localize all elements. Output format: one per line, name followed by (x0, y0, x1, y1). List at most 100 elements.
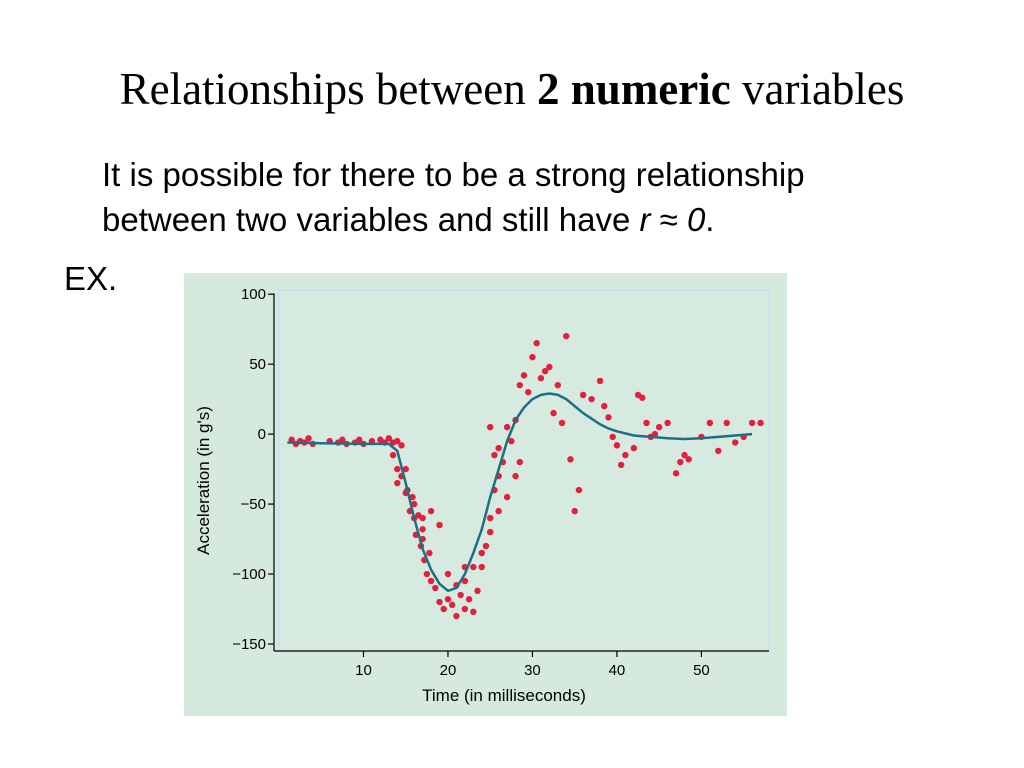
data-point (554, 381, 561, 389)
y-tick-label: −150 (232, 636, 266, 653)
data-point (426, 549, 433, 557)
data-point (503, 493, 511, 501)
data-point (533, 339, 540, 347)
bullet-text: It is possible for there to be a strong … (94, 152, 982, 242)
y-tick-label: 50 (249, 356, 266, 373)
data-point (537, 374, 545, 382)
data-point (596, 377, 604, 385)
data-point (672, 470, 680, 477)
data-point (356, 436, 363, 443)
data-point (305, 435, 312, 442)
data-point (482, 542, 490, 550)
data-point (487, 514, 494, 522)
plot-area (278, 289, 770, 652)
data-point (478, 563, 485, 571)
data-point (588, 395, 595, 403)
data-point (609, 433, 616, 441)
data-point (558, 419, 566, 427)
data-point (601, 402, 608, 410)
data-point (495, 507, 502, 515)
data-point (394, 479, 401, 487)
data-point (508, 437, 515, 445)
x-tick-label: 40 (609, 662, 626, 679)
data-point (541, 367, 549, 375)
data-point (630, 444, 638, 452)
data-point (546, 363, 553, 371)
data-point (436, 521, 443, 529)
bullet-line-2-text: between two variables and still have (102, 201, 640, 238)
x-axis-label: Time (in milliseconds) (422, 686, 586, 705)
data-point (457, 591, 464, 599)
bullet-approx: ≈ (650, 201, 687, 238)
data-point (605, 414, 612, 421)
data-point (520, 372, 528, 379)
bullet-end: . (705, 201, 715, 238)
data-point (461, 577, 469, 585)
chart-figure: 100 50 0 −50 −100 −150 10 20 30 40 50 Time (in mill… (184, 273, 787, 716)
scatter-chart: 100 50 0 −50 −100 −150 10 20 30 40 50 Time (in mill… (194, 286, 770, 705)
bullet-line-1: It is possible for there to be a strong … (102, 156, 805, 193)
data-point (487, 528, 494, 536)
data-point (516, 458, 523, 466)
data-point (394, 437, 401, 445)
data-point (398, 442, 405, 449)
data-point (643, 419, 650, 427)
data-point (732, 439, 739, 446)
data-point (402, 465, 409, 473)
data-point (487, 423, 494, 431)
data-point (550, 409, 557, 417)
data-point (622, 451, 629, 459)
data-point (723, 419, 730, 427)
data-point (474, 587, 481, 595)
trend-curve (287, 392, 753, 593)
data-point (470, 608, 477, 616)
data-point (440, 605, 447, 613)
data-point (432, 584, 439, 592)
example-label: EX. (64, 260, 118, 297)
y-tick-label: 0 (258, 426, 266, 443)
data-point (495, 444, 502, 452)
y-tick-label: −50 (241, 496, 266, 513)
data-point (385, 435, 393, 442)
data-point (613, 442, 621, 449)
data-point (563, 332, 570, 340)
x-tick-label: 10 (355, 662, 372, 679)
data-point (461, 605, 469, 613)
y-tick-label: −100 (232, 566, 266, 583)
data-point (419, 526, 426, 533)
data-point (617, 461, 625, 469)
data-point (516, 381, 523, 389)
data-point (427, 507, 435, 515)
data-point (529, 353, 536, 361)
data-point (757, 419, 764, 427)
data-point (423, 570, 431, 578)
bullet-zero: 0 (686, 201, 706, 238)
data-point (639, 394, 646, 401)
x-tick-label: 30 (524, 662, 541, 679)
data-point (491, 451, 498, 459)
data-point (575, 486, 583, 494)
data-point (681, 451, 688, 459)
data-point (470, 563, 477, 571)
data-point (655, 423, 663, 431)
data-point (448, 601, 456, 609)
data-point (748, 419, 756, 427)
bullet-r-symbol: r (639, 201, 651, 238)
data-point (706, 419, 714, 427)
data-point (567, 456, 574, 463)
data-point (525, 388, 532, 396)
data-point (339, 436, 346, 443)
data-point (465, 596, 473, 603)
data-point (664, 419, 671, 427)
title-suffix: variables (730, 64, 905, 114)
data-point (651, 430, 659, 438)
y-tick-label: 100 (241, 286, 266, 303)
title-prefix: Relationships between (119, 64, 538, 114)
data-point (478, 549, 485, 557)
x-tick-label: 20 (440, 662, 457, 679)
x-tick-label: 50 (693, 662, 710, 679)
data-point (571, 507, 578, 515)
slide-title: Relationships between 2 numeric variable… (0, 62, 1024, 116)
data-point (444, 570, 452, 578)
data-point (409, 493, 416, 501)
